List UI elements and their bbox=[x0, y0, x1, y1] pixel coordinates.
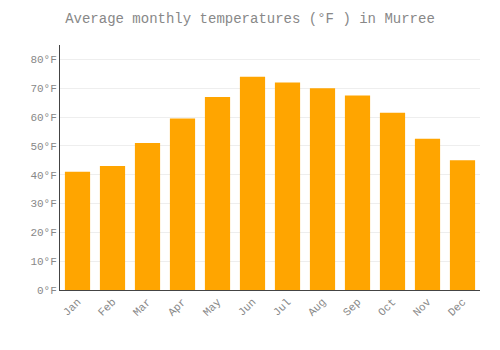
svg-text:Aug: Aug bbox=[306, 296, 328, 318]
svg-text:Oct: Oct bbox=[376, 296, 398, 318]
svg-text:Mar: Mar bbox=[131, 296, 153, 318]
svg-text:30°F: 30°F bbox=[30, 198, 56, 210]
svg-text:Dec: Dec bbox=[446, 296, 468, 318]
svg-text:80°F: 80°F bbox=[30, 54, 56, 66]
svg-text:Jan: Jan bbox=[61, 296, 83, 318]
svg-text:70°F: 70°F bbox=[30, 83, 56, 95]
svg-text:Jun: Jun bbox=[236, 296, 258, 318]
svg-text:10°F: 10°F bbox=[30, 256, 56, 268]
svg-text:Nov: Nov bbox=[411, 296, 434, 319]
svg-text:50°F: 50°F bbox=[30, 141, 56, 153]
svg-text:Feb: Feb bbox=[96, 296, 118, 318]
svg-text:40°F: 40°F bbox=[30, 170, 56, 182]
svg-text:60°F: 60°F bbox=[30, 112, 56, 124]
svg-text:0°F: 0°F bbox=[37, 285, 57, 297]
svg-text:Sep: Sep bbox=[341, 296, 363, 318]
svg-text:Apr: Apr bbox=[166, 296, 188, 318]
svg-text:Average monthly temperatures (: Average monthly temperatures (°F ) in Mu… bbox=[65, 11, 435, 27]
svg-text:Jul: Jul bbox=[271, 296, 293, 318]
svg-text:20°F: 20°F bbox=[30, 227, 56, 239]
svg-text:May: May bbox=[201, 296, 224, 319]
